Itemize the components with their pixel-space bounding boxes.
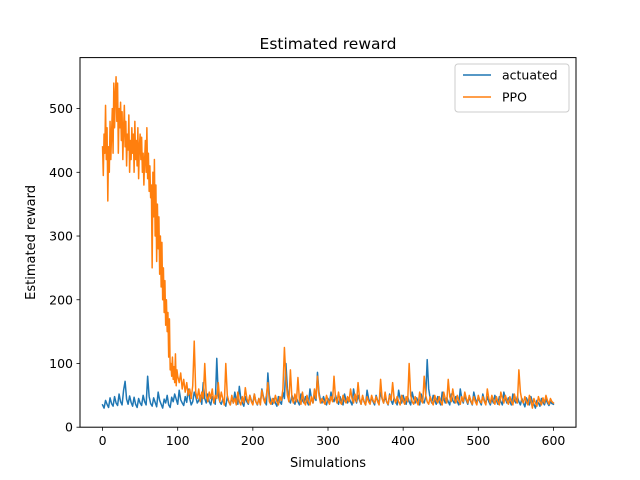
x-tick-label: 200 (241, 433, 265, 448)
x-tick-label: 300 (316, 433, 340, 448)
legend: actuated PPO (454, 63, 570, 113)
x-tick-label: 100 (166, 433, 190, 448)
x-tick-label: 400 (391, 433, 415, 448)
y-tick-label: 100 (49, 356, 73, 371)
legend-label-actuated: actuated (502, 68, 558, 83)
y-tick-label: 500 (49, 101, 73, 116)
x-axis-ticks: 0 100 200 300 400 500 600 (99, 427, 566, 448)
y-tick-label: 400 (49, 165, 73, 180)
y-axis-label: Estimated reward (24, 185, 39, 300)
plot-series-group (101, 75, 555, 409)
x-tick-label: 500 (466, 433, 490, 448)
legend-label-ppo: PPO (502, 90, 527, 105)
x-tick-label: 0 (99, 433, 107, 448)
y-tick-label: 200 (49, 292, 73, 307)
series-line-ppo (101, 75, 555, 409)
legend-box (454, 63, 570, 113)
chart-title: Estimated reward (260, 35, 397, 53)
y-axis-ticks: 0 100 200 300 400 500 (49, 101, 80, 435)
y-tick-label: 0 (65, 420, 73, 435)
x-tick-label: 600 (542, 433, 566, 448)
x-axis-label: Simulations (290, 456, 366, 471)
y-tick-label: 300 (49, 229, 73, 244)
